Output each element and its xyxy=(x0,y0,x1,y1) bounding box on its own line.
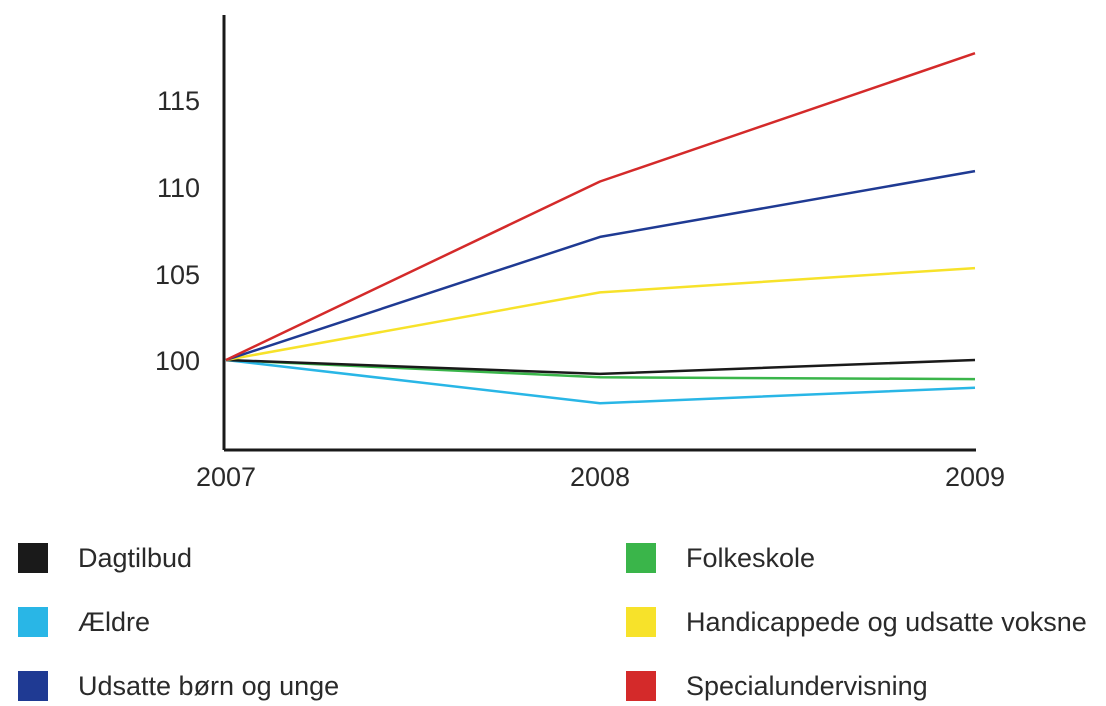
legend-label: Dagtilbud xyxy=(78,542,193,573)
x-tick-label: 2008 xyxy=(570,462,630,492)
series-line-dagtilbud xyxy=(225,358,976,376)
legend-item-folkeskole: Folkeskole xyxy=(626,538,815,578)
series-line-folkeskole xyxy=(225,358,976,381)
legend-item-specialundervisning: Specialundervisning xyxy=(626,666,928,706)
legend-label: Udsatte børn og unge xyxy=(78,670,340,701)
legend-swatch xyxy=(18,607,48,637)
legend-item-udsatte-born-og-unge: Udsatte børn og unge xyxy=(18,666,339,706)
legend-swatch xyxy=(18,671,48,701)
y-tick-label: 100 xyxy=(155,346,200,376)
series-line-specialundervisning xyxy=(225,52,976,362)
series-line-ældre xyxy=(225,358,976,405)
y-tick-labels: 100 105 110 115 xyxy=(155,86,200,376)
series-line-handicappede-og-udsatte-voksne xyxy=(225,266,976,362)
legend-item-handicappede: Handicappede og udsatte voksne xyxy=(626,602,1087,642)
series-line-udsatte-børn-og-unge xyxy=(225,169,976,362)
x-tick-label: 2009 xyxy=(945,462,1005,492)
y-tick-label: 115 xyxy=(157,86,200,116)
legend-swatch xyxy=(18,543,48,573)
legend-swatch xyxy=(626,607,656,637)
legend-label: Handicappede og udsatte voksne xyxy=(686,606,1087,637)
x-tick-labels: 2007 2008 2009 xyxy=(196,462,1005,492)
y-tick-label: 110 xyxy=(157,173,200,203)
legend-label: Ældre xyxy=(78,606,151,637)
legend-label: Specialundervisning xyxy=(686,670,928,701)
x-tick-label: 2007 xyxy=(196,462,256,492)
axes xyxy=(222,15,976,452)
series-lines xyxy=(225,52,976,405)
legend-swatch xyxy=(626,671,656,701)
legend: Dagtilbud Ældre Udsatte børn og unge Fol… xyxy=(0,530,1106,704)
legend-swatch xyxy=(626,543,656,573)
y-tick-label: 105 xyxy=(155,260,200,290)
legend-label: Folkeskole xyxy=(686,542,816,573)
legend-item-dagtilbud: Dagtilbud xyxy=(18,538,192,578)
legend-item-aeldre: Ældre xyxy=(18,602,150,642)
line-chart: 100 105 110 115 2007 2008 2009 xyxy=(155,15,1005,492)
